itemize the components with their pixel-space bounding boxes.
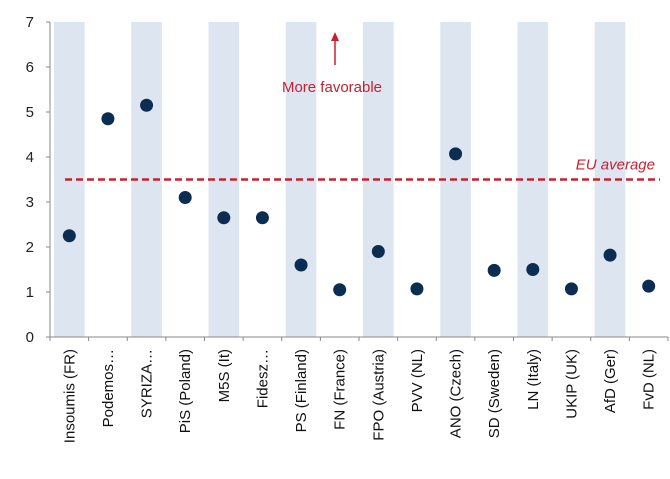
data-point xyxy=(449,147,463,161)
y-tick-label: 6 xyxy=(26,59,34,76)
annotation-text: More favorable xyxy=(282,79,382,96)
category-label: PVV (NL) xyxy=(409,349,426,412)
category-label: Insoumis (FR) xyxy=(61,349,78,443)
category-label: ANO (Czech) xyxy=(448,349,465,438)
y-tick-label: 5 xyxy=(26,104,34,121)
eu-average-reference: EU average xyxy=(65,157,660,181)
data-point xyxy=(333,283,347,297)
category-label: Fidesz… xyxy=(254,349,271,408)
data-point xyxy=(526,263,540,276)
data-point xyxy=(371,245,385,258)
category-label: SD (Sweden) xyxy=(486,349,503,438)
category-label: Podemos… xyxy=(100,349,117,427)
category-label: FPO (Austria) xyxy=(370,349,387,441)
y-tick-label: 7 xyxy=(26,14,34,31)
y-tick-label: 4 xyxy=(26,149,34,166)
category-label: SYRIZA… xyxy=(139,349,156,418)
y-tick-label: 1 xyxy=(26,284,34,301)
data-point xyxy=(255,211,269,225)
data-point xyxy=(217,211,231,225)
data-points xyxy=(62,98,656,297)
category-labels: Insoumis (FR) Podemos… SYRIZA… PiS (Poland)… xyxy=(61,349,657,443)
up-arrow-head-icon xyxy=(331,32,339,41)
data-point xyxy=(62,229,76,243)
data-point xyxy=(294,258,308,272)
data-point xyxy=(642,279,656,293)
data-point xyxy=(178,191,192,204)
data-point xyxy=(564,282,578,296)
category-label: UKIP (UK) xyxy=(563,349,580,419)
data-point xyxy=(410,282,424,296)
category-label: LN (Italy) xyxy=(525,349,542,410)
y-tick-label: 0 xyxy=(26,329,34,346)
axes: 0 1 2 3 4 5 6 7 xyxy=(26,14,669,346)
data-point xyxy=(140,98,154,112)
favorable-annotation: More favorable xyxy=(282,32,382,96)
category-label: FvD (NL) xyxy=(641,349,658,410)
category-label: FN (France) xyxy=(332,349,349,430)
y-tick-label: 2 xyxy=(26,239,34,256)
data-point xyxy=(603,248,617,262)
eu-average-label: EU average xyxy=(576,157,655,174)
category-label: PS (Finland) xyxy=(293,349,310,432)
category-label: AfD (Ger) xyxy=(602,349,619,413)
data-point xyxy=(101,112,115,126)
category-label: M5S (It) xyxy=(216,349,233,402)
category-label: PiS (Poland) xyxy=(177,349,194,433)
data-point xyxy=(487,263,501,277)
y-tick-label: 3 xyxy=(26,194,34,211)
